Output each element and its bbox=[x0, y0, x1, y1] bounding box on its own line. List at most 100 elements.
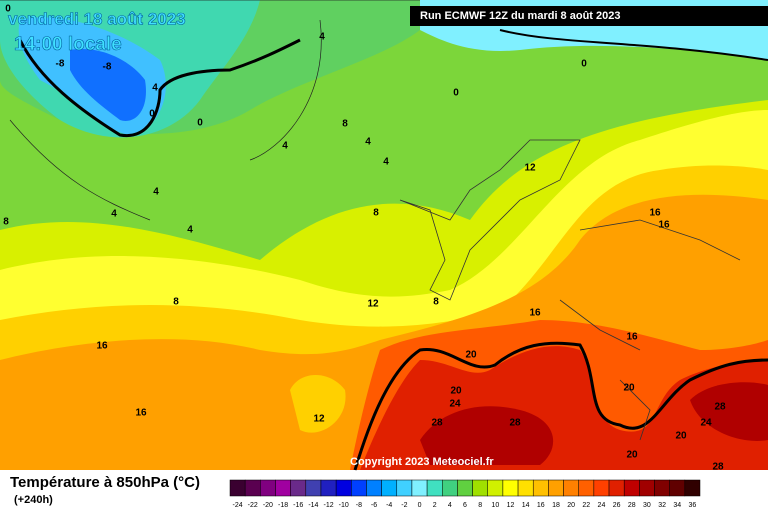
contour-label: 12 bbox=[313, 414, 325, 425]
colorbar-swatch bbox=[275, 479, 291, 497]
colorbar-label: -4 bbox=[386, 502, 392, 509]
contour-label: 8 bbox=[173, 297, 179, 308]
colorbar-swatch bbox=[381, 479, 398, 497]
colorbar-label: 2 bbox=[433, 502, 437, 509]
colorbar-swatch bbox=[351, 479, 367, 497]
colorbar-label: 10 bbox=[491, 502, 499, 509]
colorbar-swatch bbox=[260, 479, 276, 497]
coastline bbox=[0, 0, 420, 221]
temp-field bbox=[690, 382, 768, 441]
contour-zero bbox=[18, 38, 301, 137]
colorbar-label: -16 bbox=[293, 502, 303, 509]
legend-lead: (+240h) bbox=[14, 494, 53, 506]
contour-label: 8 bbox=[433, 297, 439, 308]
colorbar-swatch bbox=[426, 479, 443, 497]
colorbar-swatch bbox=[548, 479, 564, 497]
map-date: vendredi 18 août 2023 bbox=[8, 9, 186, 28]
contour-zero bbox=[499, 29, 768, 61]
colorbar-label: 32 bbox=[658, 502, 666, 509]
run-info: Run ECMWF 12Z du mardi 8 août 2023 bbox=[420, 10, 620, 22]
colorbar-swatch bbox=[532, 479, 549, 497]
colorbar-label: 14 bbox=[522, 502, 530, 509]
map bbox=[0, 0, 768, 471]
colorbar-swatch bbox=[487, 479, 504, 497]
colorbar-swatch bbox=[442, 479, 458, 497]
colorbar-label: -18 bbox=[278, 502, 288, 509]
colorbar-swatch bbox=[502, 479, 519, 497]
colorbar-swatch bbox=[244, 479, 261, 497]
contour-label: 20 bbox=[450, 386, 462, 397]
contour-label: 12 bbox=[367, 299, 379, 310]
colorbar-label: -8 bbox=[356, 502, 362, 509]
contour-label: 16 bbox=[96, 341, 108, 352]
colorbar-swatch bbox=[411, 479, 428, 497]
contour-label: 20 bbox=[623, 383, 635, 394]
contour-label: 4 bbox=[365, 137, 371, 148]
colorbar: -24 -22 -20 -18 -16 -14 -12 -10 -8 -6 -4 -2 0 2 4 6 8 10 1… bbox=[229, 479, 701, 509]
colorbar-label: -22 bbox=[248, 502, 258, 509]
contour-label: 4 bbox=[153, 187, 159, 198]
colorbar-swatch bbox=[517, 479, 534, 497]
colorbar-swatch bbox=[472, 479, 488, 497]
contour-label: 12 bbox=[524, 163, 536, 174]
colorbar-label: 12 bbox=[507, 502, 515, 509]
colorbar-swatch bbox=[320, 479, 337, 497]
contour-label: 4 bbox=[383, 157, 389, 168]
coastline bbox=[399, 139, 741, 441]
colorbar-label: 20 bbox=[567, 502, 575, 509]
contour-label: 4 bbox=[282, 141, 288, 152]
colorbar-label: 0 bbox=[418, 502, 422, 509]
colorbar-swatch bbox=[229, 479, 246, 497]
colorbar-swatch bbox=[639, 479, 655, 497]
colorbar-label: 34 bbox=[673, 502, 681, 509]
contour-label: 0 bbox=[5, 4, 11, 15]
map-time: 14:00 locale bbox=[14, 34, 122, 55]
temp-field bbox=[70, 49, 146, 121]
contour-label: 20 bbox=[675, 431, 687, 442]
contour-labels: 0 -8 -8 4 0 0 4 0 0 8 4 4 4 4 4 4 8 8 12… bbox=[3, 4, 726, 473]
colorbar-label: 6 bbox=[463, 502, 467, 509]
contour-label: 8 bbox=[373, 208, 379, 219]
legend-title: Température à 850hPa (°C) bbox=[10, 474, 200, 491]
colorbar-label: 28 bbox=[628, 502, 636, 509]
colorbar-label: 16 bbox=[537, 502, 545, 509]
colorbar-swatch bbox=[654, 479, 670, 497]
colorbar-swatch bbox=[396, 479, 413, 497]
contour-label: 4 bbox=[319, 32, 325, 43]
colorbar-swatch bbox=[457, 479, 473, 497]
run-banner bbox=[410, 6, 768, 26]
colorbar-label: -20 bbox=[263, 502, 273, 509]
contour-label: 24 bbox=[700, 418, 712, 429]
contour-label: 0 bbox=[581, 59, 587, 70]
contour-label: 0 bbox=[197, 118, 203, 129]
colorbar-label: 22 bbox=[582, 502, 590, 509]
contour-label: 20 bbox=[465, 350, 477, 361]
colorbar-swatch bbox=[593, 479, 610, 497]
colorbar-swatch bbox=[563, 479, 579, 497]
contour-label: 16 bbox=[649, 208, 661, 219]
colorbar-label: 26 bbox=[613, 502, 621, 509]
contour-twenty bbox=[353, 341, 768, 471]
temp-field bbox=[290, 375, 346, 433]
contour-label: 0 bbox=[149, 109, 155, 120]
colorbar-label: 30 bbox=[643, 502, 651, 509]
contour-label: 16 bbox=[626, 332, 638, 343]
colorbar-swatch bbox=[305, 479, 322, 497]
copyright: Copyright 2023 Meteociel.fr bbox=[350, 456, 494, 468]
colorbar-label: -12 bbox=[323, 502, 333, 509]
colorbar-label: 36 bbox=[689, 502, 697, 509]
contour-label: 4 bbox=[152, 83, 158, 94]
contour-label: 20 bbox=[626, 450, 638, 461]
colorbar-swatch bbox=[669, 479, 686, 497]
contour-label: 16 bbox=[658, 220, 670, 231]
contour-label: 28 bbox=[509, 418, 521, 429]
colorbar-label: 8 bbox=[478, 502, 482, 509]
colorbar-swatch bbox=[608, 479, 625, 497]
colorbar-swatch bbox=[578, 479, 595, 497]
temp-field bbox=[420, 406, 554, 465]
colorbar-label: 24 bbox=[598, 502, 606, 509]
colorbar-swatch bbox=[684, 479, 701, 497]
contour-label: 16 bbox=[135, 408, 147, 419]
contour-label: 4 bbox=[187, 225, 193, 236]
contour-label: -8 bbox=[56, 59, 65, 70]
